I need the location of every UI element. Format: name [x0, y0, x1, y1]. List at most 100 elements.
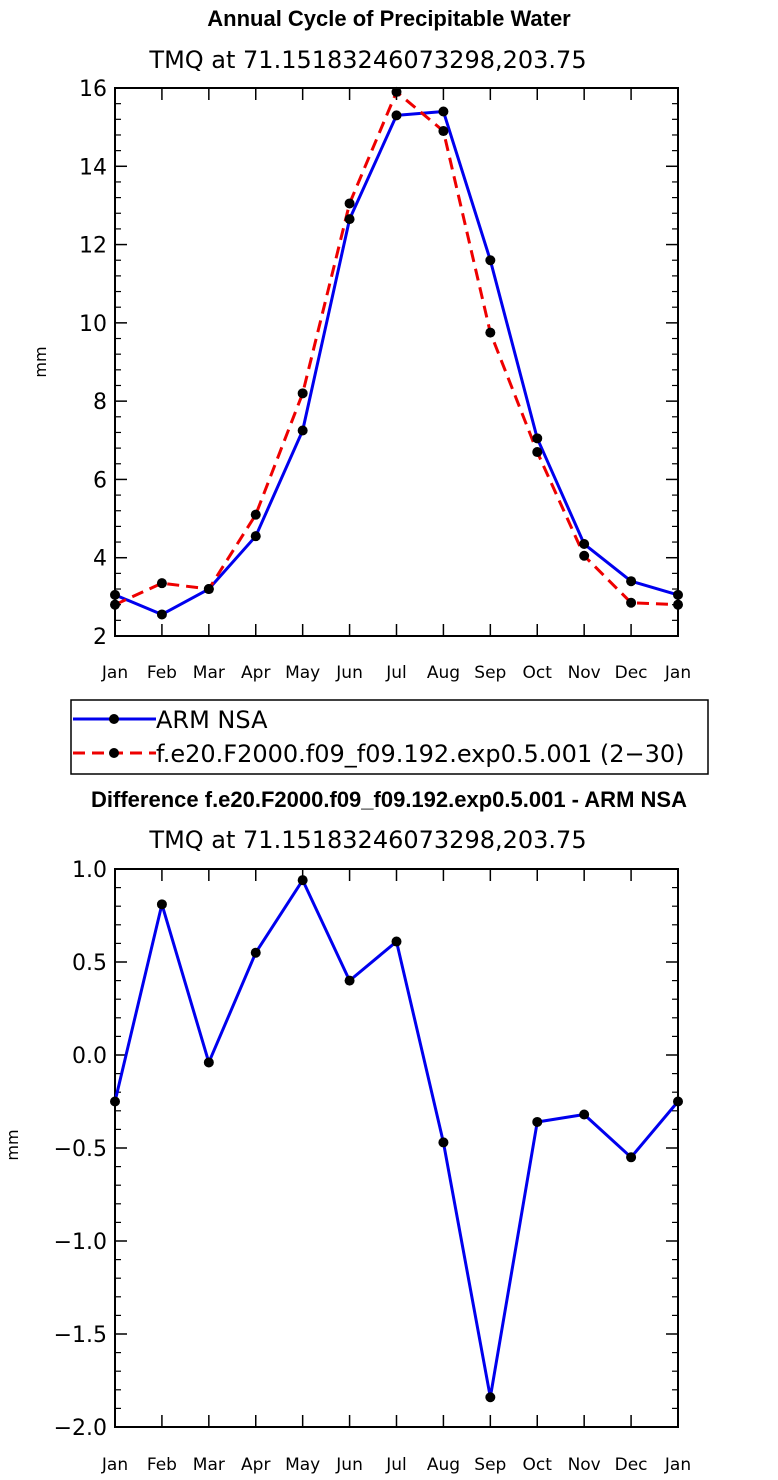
data-point: [438, 106, 449, 117]
axis-ticks: [114, 868, 679, 1428]
x-tick-label: Feb: [147, 663, 177, 683]
x-tick-label: Jun: [335, 1455, 363, 1475]
x-tick-label: Sep: [474, 1455, 506, 1475]
data-point: [673, 589, 683, 600]
data-point: [250, 509, 261, 520]
data-point: [532, 447, 543, 458]
y-tick-label: 1.0: [72, 858, 107, 883]
plot-frame: [114, 868, 679, 1428]
data-point: [391, 86, 402, 97]
data-series: [110, 86, 683, 620]
x-tick-label: Dec: [615, 663, 648, 683]
data-point: [110, 1096, 120, 1107]
y-tick-label: 0.5: [72, 951, 107, 976]
y-tick-label: 10: [79, 312, 107, 337]
data-series: [110, 875, 683, 1403]
x-tick-label: May: [285, 1455, 320, 1475]
legend-label-arm: ARM NSA: [156, 706, 268, 734]
y-tick-label: −2.0: [54, 1416, 107, 1441]
data-point: [485, 1392, 496, 1403]
y-tick-label: 14: [79, 155, 107, 180]
x-tick-label: Sep: [474, 663, 506, 683]
y-tick-label: 12: [79, 234, 107, 259]
x-tick-label: Feb: [147, 1455, 177, 1475]
data-point: [485, 255, 496, 266]
data-point: [297, 875, 308, 886]
y-axis-label: mm: [31, 346, 50, 377]
data-point: [579, 550, 590, 561]
legend-marker-model: [109, 748, 119, 758]
data-point: [391, 110, 402, 121]
chart-title: Difference f.e20.F2000.f09_f09.192.exp0.…: [91, 787, 687, 812]
data-point: [297, 425, 308, 436]
legend-box: [70, 699, 709, 775]
x-tick-label: Nov: [568, 663, 601, 683]
x-tick-label: Jan: [101, 663, 128, 683]
series-line-1: [114, 90, 679, 607]
difference-chart: Difference f.e20.F2000.f09_f09.192.exp0.…: [3, 787, 691, 1475]
chart-subtitle: TMQ at 71.15183246073298,203.75: [148, 46, 586, 74]
legend: ARM NSA f.e20.F2000.f09_f09.192.exp0.5.0…: [70, 699, 709, 775]
data-point: [203, 1057, 214, 1068]
data-point: [156, 899, 167, 910]
data-point: [391, 936, 402, 947]
y-tick-label: 16: [79, 77, 107, 102]
x-tick-label: Jan: [101, 1455, 128, 1475]
annual-cycle-chart: Annual Cycle of Precipitable Water TMQ a…: [31, 6, 709, 775]
y-tick-label: 2: [93, 625, 107, 650]
plot-frame: [114, 87, 679, 637]
x-tick-labels: Jan Feb Mar Apr May Jun Jul Aug Sep Oct Nov Dec Jan: [101, 663, 691, 683]
chart-subtitle: TMQ at 71.15183246073298,203.75: [148, 826, 586, 854]
x-tick-label: Oct: [523, 663, 553, 683]
data-point: [344, 975, 355, 986]
data-point: [485, 327, 496, 338]
x-tick-label: Jul: [385, 663, 407, 683]
x-tick-label: Mar: [193, 663, 225, 683]
x-tick-labels: Jan Feb Mar Apr May Jun Jul Aug Sep Oct Nov Dec Jan: [101, 1455, 691, 1475]
x-tick-label: Aug: [427, 1455, 460, 1475]
data-point: [673, 1096, 683, 1107]
series-line-0: [114, 109, 679, 616]
y-tick-labels: −2.0 −1.5 −1.0 −0.5 0.0 0.5 1.0: [54, 858, 107, 1441]
data-point: [579, 1109, 590, 1120]
data-point: [297, 388, 308, 399]
data-point: [344, 214, 355, 225]
legend-marker-arm: [109, 714, 119, 724]
x-tick-label: Apr: [241, 1455, 270, 1475]
y-tick-labels: 2 4 6 8 10 12 14 16: [79, 77, 107, 650]
x-tick-label: Jun: [335, 663, 363, 683]
data-point: [673, 599, 683, 610]
y-tick-label: −1.5: [54, 1323, 107, 1348]
data-point: [579, 539, 590, 550]
data-point: [250, 531, 261, 542]
y-tick-label: 8: [93, 390, 107, 415]
x-tick-label: Mar: [193, 1455, 225, 1475]
x-tick-label: Aug: [427, 663, 460, 683]
data-point: [156, 578, 167, 589]
data-point: [626, 1152, 637, 1163]
x-tick-label: Oct: [523, 1455, 553, 1475]
data-point: [110, 589, 120, 600]
data-point: [203, 584, 214, 595]
legend-label-model: f.e20.F2000.f09_f09.192.exp0.5.001 (2−30…: [156, 740, 684, 768]
y-axis-label: mm: [3, 1129, 22, 1160]
data-point: [344, 198, 355, 209]
data-point: [532, 433, 543, 444]
data-point: [250, 947, 261, 958]
data-point: [110, 599, 120, 610]
y-tick-label: −0.5: [54, 1137, 107, 1162]
y-tick-label: 0.0: [72, 1044, 107, 1069]
axis-ticks: [114, 87, 679, 637]
y-tick-label: −1.0: [54, 1230, 107, 1255]
x-tick-label: Nov: [568, 1455, 601, 1475]
data-point: [626, 597, 637, 608]
x-tick-label: Jan: [664, 663, 691, 683]
data-point: [156, 609, 167, 620]
x-tick-label: Apr: [241, 663, 270, 683]
y-tick-label: 4: [93, 547, 107, 572]
data-point: [438, 1137, 449, 1148]
chart-title: Annual Cycle of Precipitable Water: [207, 6, 571, 31]
x-tick-label: Dec: [615, 1455, 648, 1475]
data-point: [532, 1116, 543, 1127]
